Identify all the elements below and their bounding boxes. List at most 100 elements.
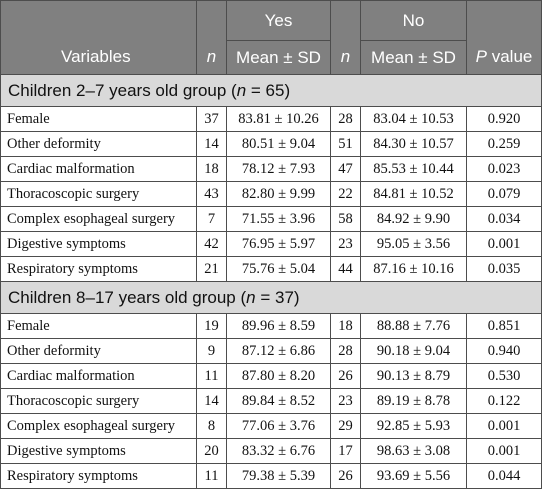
p-value-cell: 0.001: [466, 438, 542, 464]
variable-cell: Cardiac malformation: [0, 156, 197, 182]
yes-mean-sd-cell: 77.06 ± 3.76: [226, 413, 331, 439]
no-mean-sd-cell: 83.04 ± 10.53: [360, 106, 467, 132]
n-no-cell: 44: [330, 256, 361, 282]
variable-cell: Thoracoscopic surgery: [0, 181, 197, 207]
table-row: Cardiac malformation 18 78.12 ± 7.93 47 85.5…: [0, 156, 542, 182]
header-variables: Variables: [0, 0, 197, 75]
yes-mean-sd-cell: 87.80 ± 8.20: [226, 363, 331, 389]
no-mean-sd-cell: 90.18 ± 9.04: [360, 338, 467, 364]
yes-mean-sd-cell: 78.12 ± 7.93: [226, 156, 331, 182]
variable-cell: Other deformity: [0, 131, 197, 157]
table-row: Female 37 83.81 ± 10.26 28 83.04 ± 10.53 0.92…: [0, 106, 542, 132]
variable-cell: Other deformity: [0, 338, 197, 364]
table-row: Digestive symptoms 20 83.32 ± 6.76 17 98.63 …: [0, 438, 542, 464]
n-no-cell: 23: [330, 231, 361, 257]
header-n-yes: n: [196, 0, 227, 75]
p-value-cell: 0.023: [466, 156, 542, 182]
no-mean-sd-cell: 98.63 ± 3.08: [360, 438, 467, 464]
n-no-cell: 51: [330, 131, 361, 157]
yes-mean-sd-cell: 87.12 ± 6.86: [226, 338, 331, 364]
p-value-cell: 0.920: [466, 106, 542, 132]
n-yes-cell: 8: [196, 413, 227, 439]
variable-cell: Complex esophageal surgery: [0, 413, 197, 439]
group-title: Children 2–7 years old group (n = 65): [0, 74, 542, 107]
header-p-value: P value: [466, 0, 542, 75]
n-no-cell: 58: [330, 206, 361, 232]
n-no-cell: 26: [330, 363, 361, 389]
no-mean-sd-cell: 84.81 ± 10.52: [360, 181, 467, 207]
yes-mean-sd-cell: 83.81 ± 10.26: [226, 106, 331, 132]
variable-cell: Female: [0, 313, 197, 339]
table-row: Female 19 89.96 ± 8.59 18 88.88 ± 7.76 0.851: [0, 313, 542, 339]
n-yes-cell: 11: [196, 463, 227, 489]
p-value-cell: 0.259: [466, 131, 542, 157]
table-row: Cardiac malformation 11 87.80 ± 8.20 26 90.1…: [0, 363, 542, 389]
variable-cell: Thoracoscopic surgery: [0, 388, 197, 414]
variable-cell: Digestive symptoms: [0, 231, 197, 257]
header-yes: Yes: [226, 0, 331, 41]
no-mean-sd-cell: 90.13 ± 8.79: [360, 363, 467, 389]
n-no-cell: 47: [330, 156, 361, 182]
n-no-cell: 22: [330, 181, 361, 207]
table-row: Respiratory symptoms 21 75.76 ± 5.04 44 87.1…: [0, 256, 542, 282]
p-value-cell: 0.001: [466, 413, 542, 439]
variable-cell: Respiratory symptoms: [0, 463, 197, 489]
header-no: No: [360, 0, 467, 41]
no-mean-sd-cell: 95.05 ± 3.56: [360, 231, 467, 257]
n-no-cell: 28: [330, 338, 361, 364]
n-yes-cell: 14: [196, 388, 227, 414]
no-mean-sd-cell: 92.85 ± 5.93: [360, 413, 467, 439]
no-mean-sd-cell: 93.69 ± 5.56: [360, 463, 467, 489]
table-row: Thoracoscopic surgery 43 82.80 ± 9.99 22 84.…: [0, 181, 542, 207]
table-row: Respiratory symptoms 11 79.38 ± 5.39 26 93.6…: [0, 463, 542, 489]
yes-mean-sd-cell: 89.96 ± 8.59: [226, 313, 331, 339]
p-value-cell: 0.001: [466, 231, 542, 257]
no-mean-sd-cell: 88.88 ± 7.76: [360, 313, 467, 339]
p-value-cell: 0.940: [466, 338, 542, 364]
variable-cell: Cardiac malformation: [0, 363, 197, 389]
no-mean-sd-cell: 84.30 ± 10.57: [360, 131, 467, 157]
p-value-cell: 0.079: [466, 181, 542, 207]
header-yes-mean-sd: Mean ± SD: [226, 40, 331, 75]
n-yes-cell: 11: [196, 363, 227, 389]
n-no-cell: 17: [330, 438, 361, 464]
yes-mean-sd-cell: 89.84 ± 8.52: [226, 388, 331, 414]
n-yes-cell: 20: [196, 438, 227, 464]
p-value-cell: 0.122: [466, 388, 542, 414]
table-row: Complex esophageal surgery 8 77.06 ± 3.76 2…: [0, 413, 542, 439]
n-yes-cell: 21: [196, 256, 227, 282]
n-yes-cell: 14: [196, 131, 227, 157]
n-no-cell: 29: [330, 413, 361, 439]
variable-cell: Digestive symptoms: [0, 438, 197, 464]
p-value-cell: 0.044: [466, 463, 542, 489]
p-value-cell: 0.851: [466, 313, 542, 339]
group-title: Children 8–17 years old group (n = 37): [0, 281, 542, 314]
n-no-cell: 26: [330, 463, 361, 489]
table-row: Other deformity 14 80.51 ± 9.04 51 84.30 ± 1…: [0, 131, 542, 157]
p-value-cell: 0.035: [466, 256, 542, 282]
p-value-cell: 0.530: [466, 363, 542, 389]
yes-mean-sd-cell: 76.95 ± 5.97: [226, 231, 331, 257]
yes-mean-sd-cell: 82.80 ± 9.99: [226, 181, 331, 207]
header-no-mean-sd: Mean ± SD: [360, 40, 467, 75]
group-header-row: Children 8–17 years old group (n = 37): [0, 281, 542, 314]
table-row: Digestive symptoms 42 76.95 ± 5.97 23 95.05 …: [0, 231, 542, 257]
n-yes-cell: 43: [196, 181, 227, 207]
n-no-cell: 23: [330, 388, 361, 414]
variable-cell: Respiratory symptoms: [0, 256, 197, 282]
yes-mean-sd-cell: 83.32 ± 6.76: [226, 438, 331, 464]
yes-mean-sd-cell: 71.55 ± 3.96: [226, 206, 331, 232]
group-header-row: Children 2–7 years old group (n = 65): [0, 74, 542, 107]
table-body: Children 2–7 years old group (n = 65) Fem…: [0, 74, 542, 489]
variable-cell: Complex esophageal surgery: [0, 206, 197, 232]
n-no-cell: 18: [330, 313, 361, 339]
n-yes-cell: 9: [196, 338, 227, 364]
n-yes-cell: 7: [196, 206, 227, 232]
no-mean-sd-cell: 87.16 ± 10.16: [360, 256, 467, 282]
no-mean-sd-cell: 85.53 ± 10.44: [360, 156, 467, 182]
no-mean-sd-cell: 89.19 ± 8.78: [360, 388, 467, 414]
yes-mean-sd-cell: 75.76 ± 5.04: [226, 256, 331, 282]
no-mean-sd-cell: 84.92 ± 9.90: [360, 206, 467, 232]
n-no-cell: 28: [330, 106, 361, 132]
